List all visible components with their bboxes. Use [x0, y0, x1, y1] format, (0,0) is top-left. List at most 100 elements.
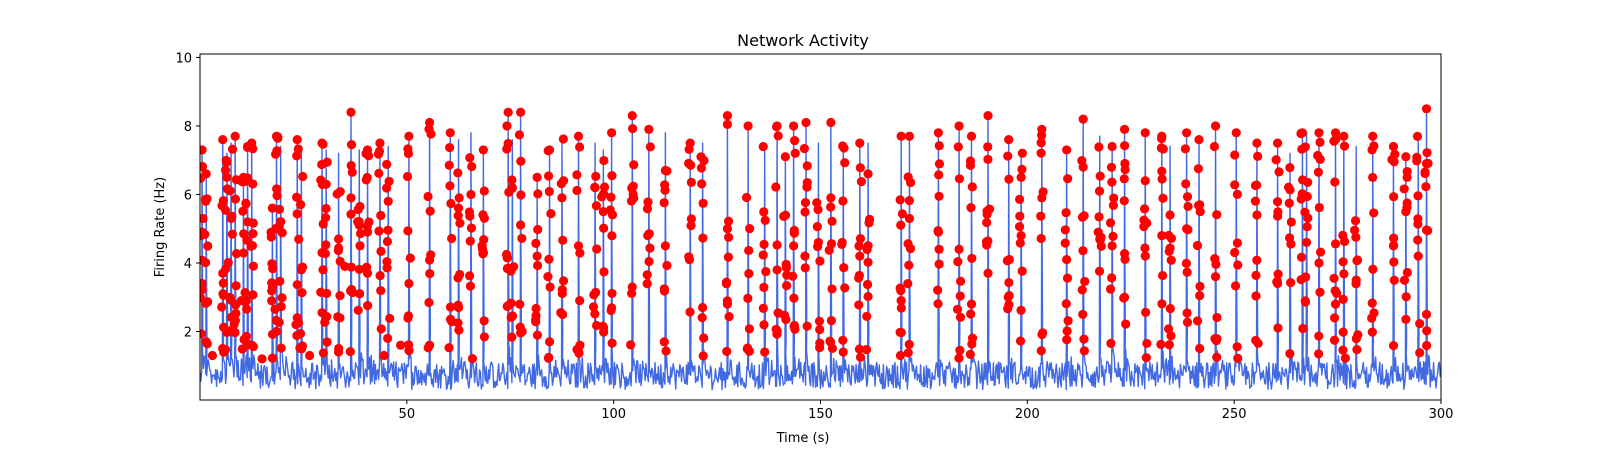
peak-marker [1421, 309, 1432, 319]
peak-marker [590, 309, 600, 319]
peak-marker [759, 282, 769, 292]
peak-marker [1315, 154, 1325, 164]
peak-marker [447, 233, 457, 244]
peak-marker [298, 171, 308, 182]
peak-marker [353, 217, 363, 227]
peak-marker [321, 240, 331, 250]
x-tick-label: 150 [808, 407, 833, 422]
peak-marker [455, 218, 465, 228]
peak-marker [465, 153, 475, 163]
peak-marker [466, 189, 476, 200]
peak-marker [1157, 166, 1167, 176]
peak-marker [318, 348, 328, 358]
peak-marker [248, 144, 258, 154]
peak-marker [826, 239, 837, 249]
peak-marker [218, 289, 228, 299]
peak-marker [1182, 192, 1193, 202]
peak-marker [684, 144, 694, 155]
peak-marker [1036, 148, 1046, 158]
peak-marker [333, 245, 343, 256]
peak-marker [514, 130, 525, 140]
peak-marker [772, 265, 782, 275]
peak-marker [375, 270, 385, 281]
peak-marker [515, 220, 526, 230]
peak-marker [933, 285, 943, 295]
peak-marker [272, 191, 282, 201]
peak-marker [1421, 182, 1431, 192]
peak-marker [227, 144, 238, 154]
peak-marker [741, 192, 752, 203]
peak-marker [761, 266, 771, 277]
peak-marker [355, 289, 365, 299]
peak-marker [404, 278, 414, 289]
peak-marker [1078, 246, 1088, 256]
peak-marker [322, 337, 332, 347]
peak-marker [983, 268, 993, 278]
peak-marker [477, 244, 488, 254]
peak-marker [934, 244, 944, 254]
peak-marker [1094, 266, 1105, 276]
peak-marker [423, 191, 433, 202]
peak-marker [1340, 353, 1350, 363]
peak-marker [425, 206, 435, 216]
peak-marker [1412, 156, 1422, 166]
peak-marker [780, 152, 790, 162]
peak-marker [644, 124, 654, 134]
peak-marker [1352, 345, 1362, 355]
peak-marker [1339, 131, 1349, 141]
peak-marker [1253, 151, 1263, 161]
peak-marker [838, 141, 848, 151]
peak-marker [1230, 180, 1240, 190]
peak-marker [698, 351, 708, 361]
peak-marker [293, 318, 304, 328]
peak-marker [545, 282, 555, 292]
peak-marker [815, 324, 825, 335]
peak-marker [1251, 291, 1261, 301]
peak-marker [643, 231, 653, 241]
peak-marker [444, 160, 454, 170]
peak-marker [1284, 198, 1294, 208]
peak-marker [697, 313, 707, 323]
peak-marker [320, 317, 330, 327]
peak-marker [789, 241, 799, 251]
peak-marker [220, 165, 231, 175]
peak-marker [1195, 206, 1205, 217]
peak-marker [827, 343, 838, 353]
peak-marker [966, 203, 976, 213]
peak-marker [895, 350, 906, 361]
peak-marker [982, 240, 992, 250]
peak-marker [1061, 299, 1071, 309]
peak-marker [465, 281, 476, 291]
peak-marker [353, 204, 363, 215]
peak-marker [464, 271, 475, 281]
peak-marker [1285, 185, 1295, 195]
peak-marker [376, 324, 386, 334]
peak-marker [231, 281, 241, 291]
peak-marker [864, 214, 875, 224]
peak-marker [333, 234, 344, 244]
peak-marker [241, 304, 252, 314]
peak-marker [800, 207, 810, 217]
peak-marker [1015, 194, 1025, 204]
peak-marker [722, 111, 733, 121]
peak-marker [896, 303, 906, 313]
peak-marker [274, 317, 284, 327]
peak-marker [644, 256, 654, 267]
peak-marker [591, 171, 601, 181]
peak-marker [248, 341, 258, 352]
peak-marker [318, 265, 328, 275]
peak-marker [1272, 197, 1283, 207]
peak-marker [543, 171, 554, 181]
peak-marker [1274, 167, 1284, 177]
peak-marker [1338, 345, 1348, 355]
peak-marker [1107, 177, 1117, 187]
peak-marker [685, 307, 695, 317]
peak-marker [800, 197, 811, 208]
peak-marker [1250, 180, 1261, 191]
peak-marker [1296, 252, 1307, 262]
peak-marker [1314, 258, 1324, 268]
peak-marker [599, 223, 609, 233]
peak-marker [218, 278, 228, 288]
peak-marker [1182, 308, 1192, 318]
peak-marker [404, 131, 414, 141]
